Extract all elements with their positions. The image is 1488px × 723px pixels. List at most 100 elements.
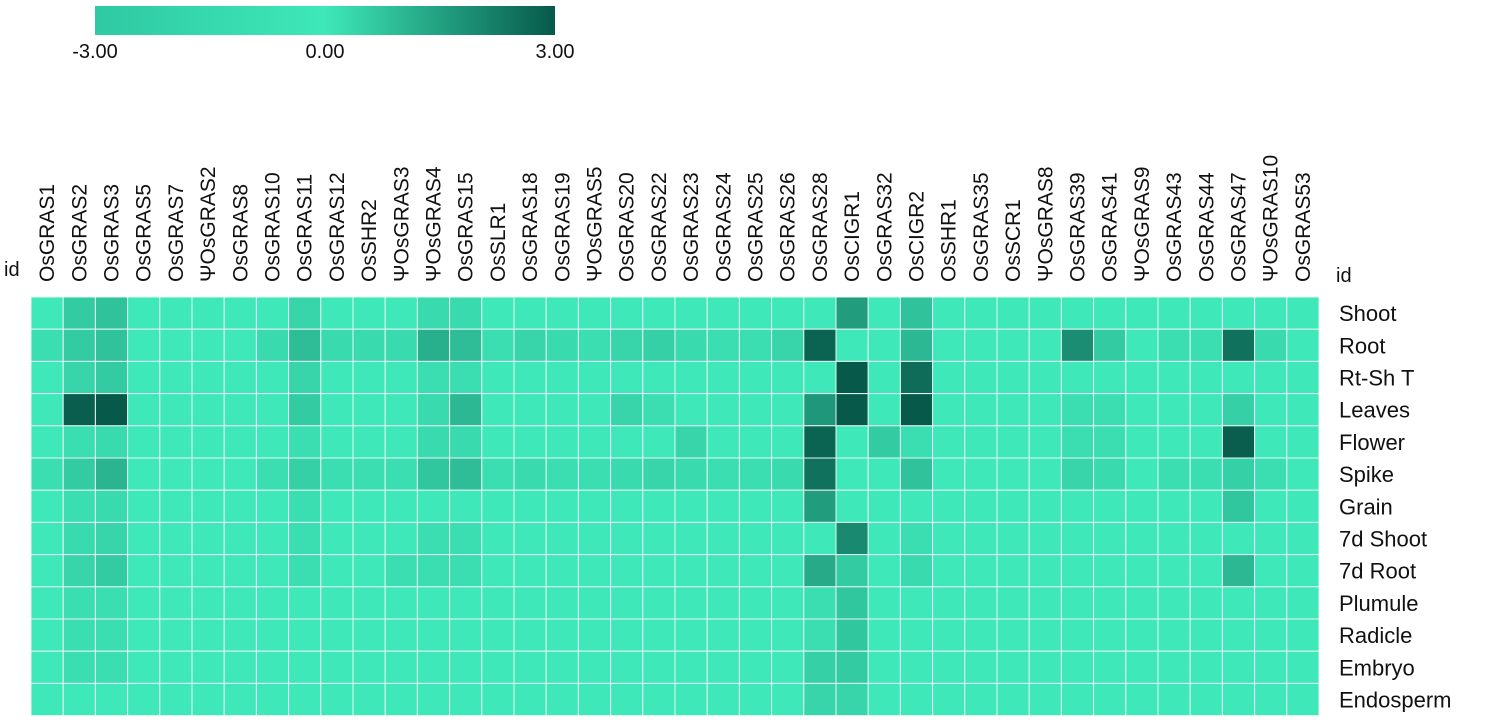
row-label: Leaves — [1339, 398, 1410, 423]
heatmap-cell — [642, 457, 676, 491]
heatmap-cell — [867, 682, 901, 717]
heatmap-cell — [416, 425, 451, 459]
heatmap-cell — [94, 554, 129, 588]
heatmap-cell — [481, 296, 515, 330]
heatmap-cell — [255, 393, 290, 427]
heatmap-cell — [191, 650, 225, 684]
heatmap-cell — [674, 425, 708, 459]
heatmap-cell — [320, 521, 354, 556]
heatmap-cell — [867, 521, 901, 556]
heatmap-cell — [899, 554, 934, 588]
heatmap-cell — [94, 457, 129, 491]
heatmap-cell — [1189, 296, 1223, 330]
heatmap-cell — [62, 393, 96, 427]
heatmap-cell — [127, 682, 161, 717]
heatmap-cell — [1221, 618, 1256, 652]
heatmap-cell — [803, 296, 837, 330]
heatmap-cell — [803, 650, 837, 684]
heatmap-cell — [288, 360, 322, 395]
heatmap-cell — [255, 425, 290, 459]
column-label: OsGRAS35 — [970, 172, 993, 282]
heatmap-cell — [642, 296, 676, 330]
heatmap-cell — [481, 328, 515, 362]
heatmap-cell — [159, 425, 193, 459]
heatmap-cell — [352, 586, 386, 620]
heatmap-cell — [545, 328, 579, 362]
heatmap-cell — [932, 618, 966, 652]
heatmap-cell — [545, 586, 579, 620]
heatmap-cell — [1060, 425, 1095, 459]
row-label: Shoot — [1339, 301, 1397, 326]
heatmap-cell — [255, 586, 290, 620]
column-label: OsGRAS3 — [101, 184, 124, 282]
heatmap-cell — [159, 360, 193, 395]
heatmap-cell — [803, 457, 837, 491]
heatmap-cell — [416, 360, 451, 395]
heatmap-cell — [62, 521, 96, 556]
heatmap-cell — [1060, 521, 1095, 556]
column-label: ΨOsGRAS9 — [1131, 166, 1154, 282]
heatmap-cell — [738, 682, 773, 717]
heatmap-cell — [513, 521, 547, 556]
heatmap-cell — [738, 457, 773, 491]
heatmap-cell — [1157, 328, 1191, 362]
heatmap-cell — [94, 489, 129, 523]
heatmap-cell — [738, 554, 773, 588]
heatmap-cell — [449, 425, 483, 459]
heatmap-cell — [771, 521, 805, 556]
column-label: ΨOsGRAS3 — [390, 166, 413, 282]
heatmap-cell — [30, 489, 64, 523]
heatmap-cell — [1093, 682, 1127, 717]
heatmap-cell — [127, 521, 161, 556]
heatmap-cell — [738, 489, 773, 523]
heatmap-cell — [127, 328, 161, 362]
heatmap-cell — [1189, 360, 1223, 395]
heatmap-cell — [835, 650, 869, 684]
heatmap-cell — [352, 328, 386, 362]
heatmap-cell — [803, 554, 837, 588]
heatmap-cell — [1221, 650, 1256, 684]
heatmap-cell — [1028, 296, 1062, 330]
heatmap-cell — [577, 296, 612, 330]
heatmap-cell — [513, 554, 547, 588]
heatmap-cell — [545, 650, 579, 684]
heatmap-cell — [706, 296, 740, 330]
heatmap-cell — [996, 425, 1030, 459]
heatmap-cell — [384, 682, 418, 717]
heatmap-cell — [835, 360, 869, 395]
column-label: OsGRAS44 — [1195, 172, 1218, 282]
heatmap-cell — [255, 650, 290, 684]
heatmap-cell — [127, 360, 161, 395]
heatmap-cell — [803, 682, 837, 717]
heatmap-cell — [255, 328, 290, 362]
heatmap-cell — [867, 328, 901, 362]
heatmap-cell — [835, 554, 869, 588]
column-label: ΨOsGRAS10 — [1260, 155, 1283, 282]
heatmap-cell — [610, 521, 644, 556]
heatmap-cell — [288, 296, 322, 330]
heatmap-cell — [1286, 521, 1320, 556]
heatmap-cell — [223, 425, 257, 459]
heatmap-cell — [1028, 425, 1062, 459]
heatmap-cell — [191, 457, 225, 491]
heatmap-cell — [835, 489, 869, 523]
heatmap-cell — [352, 554, 386, 588]
row-label: Plumule — [1339, 591, 1418, 616]
heatmap-cell — [1189, 328, 1223, 362]
heatmap-cell — [1189, 682, 1223, 717]
heatmap-cell — [545, 618, 579, 652]
heatmap-cell — [416, 457, 451, 491]
column-label: OsGRAS20 — [616, 172, 639, 282]
heatmap-cell — [1254, 682, 1288, 717]
heatmap-cell — [159, 650, 193, 684]
heatmap-cell — [1286, 425, 1320, 459]
heatmap-cell — [899, 682, 934, 717]
heatmap-cell — [996, 682, 1030, 717]
heatmap-cell — [62, 650, 96, 684]
heatmap-cell — [320, 393, 354, 427]
heatmap-cell — [738, 586, 773, 620]
heatmap-cell — [577, 521, 612, 556]
heatmap-cell — [932, 521, 966, 556]
heatmap-cell — [642, 586, 676, 620]
heatmap-cell — [94, 360, 129, 395]
